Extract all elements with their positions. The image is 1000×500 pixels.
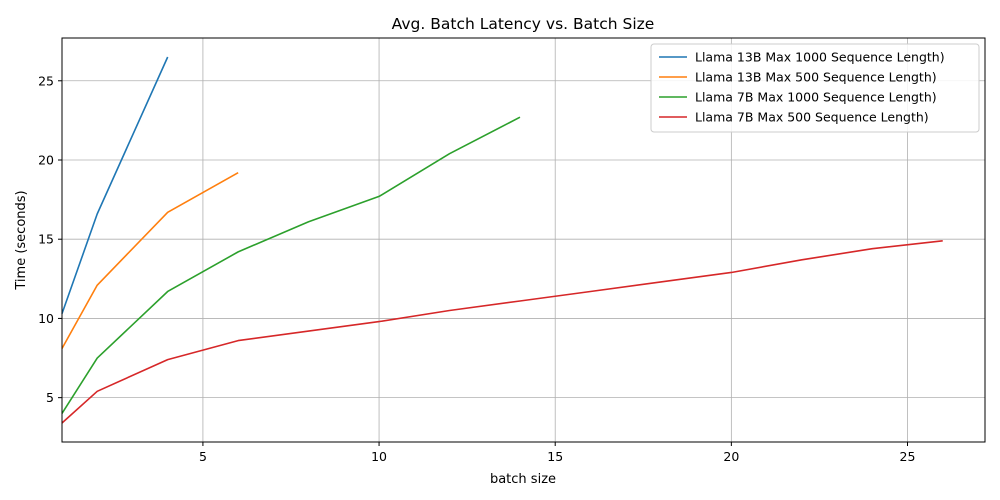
series-line-1 (61, 56, 169, 314)
chart-title: Avg. Batch Latency vs. Batch Size (392, 15, 655, 33)
y-axis-label: Time (seconds) (14, 190, 29, 290)
x-axis-label: batch size (490, 472, 556, 487)
y-tick-label: 25 (38, 73, 54, 88)
legend-label: Llama 13B Max 1000 Sequence Length) (695, 50, 945, 65)
x-tick-label: 25 (900, 449, 916, 464)
series-line-2 (61, 171, 239, 349)
series-line-4 (61, 239, 943, 424)
x-tick-label: 20 (723, 449, 739, 464)
plot-frame (61, 37, 986, 443)
y-tick-label: 10 (38, 311, 54, 326)
x-axis-ticks: 5 10 15 20 25 (199, 442, 916, 464)
x-tick-label: 10 (371, 449, 387, 464)
legend-label: Llama 7B Max 1000 Sequence Length) (695, 90, 937, 105)
y-tick-label: 5 (46, 390, 54, 405)
legend-label: Llama 13B Max 500 Sequence Length) (695, 70, 937, 85)
y-tick-label: 15 (38, 232, 54, 247)
y-axis-ticks: 5 10 15 20 25 (38, 73, 62, 405)
legend: Llama 13B Max 1000 Sequence Length) Llama… (650, 43, 980, 133)
legend-label: Llama 7B Max 500 Sequence Length) (695, 110, 929, 125)
series-lines (61, 56, 943, 424)
legend-box (650, 43, 980, 133)
x-tick-label: 15 (547, 449, 563, 464)
x-tick-label: 5 (199, 449, 207, 464)
y-tick-label: 20 (38, 152, 54, 167)
series-line-3 (61, 116, 521, 414)
